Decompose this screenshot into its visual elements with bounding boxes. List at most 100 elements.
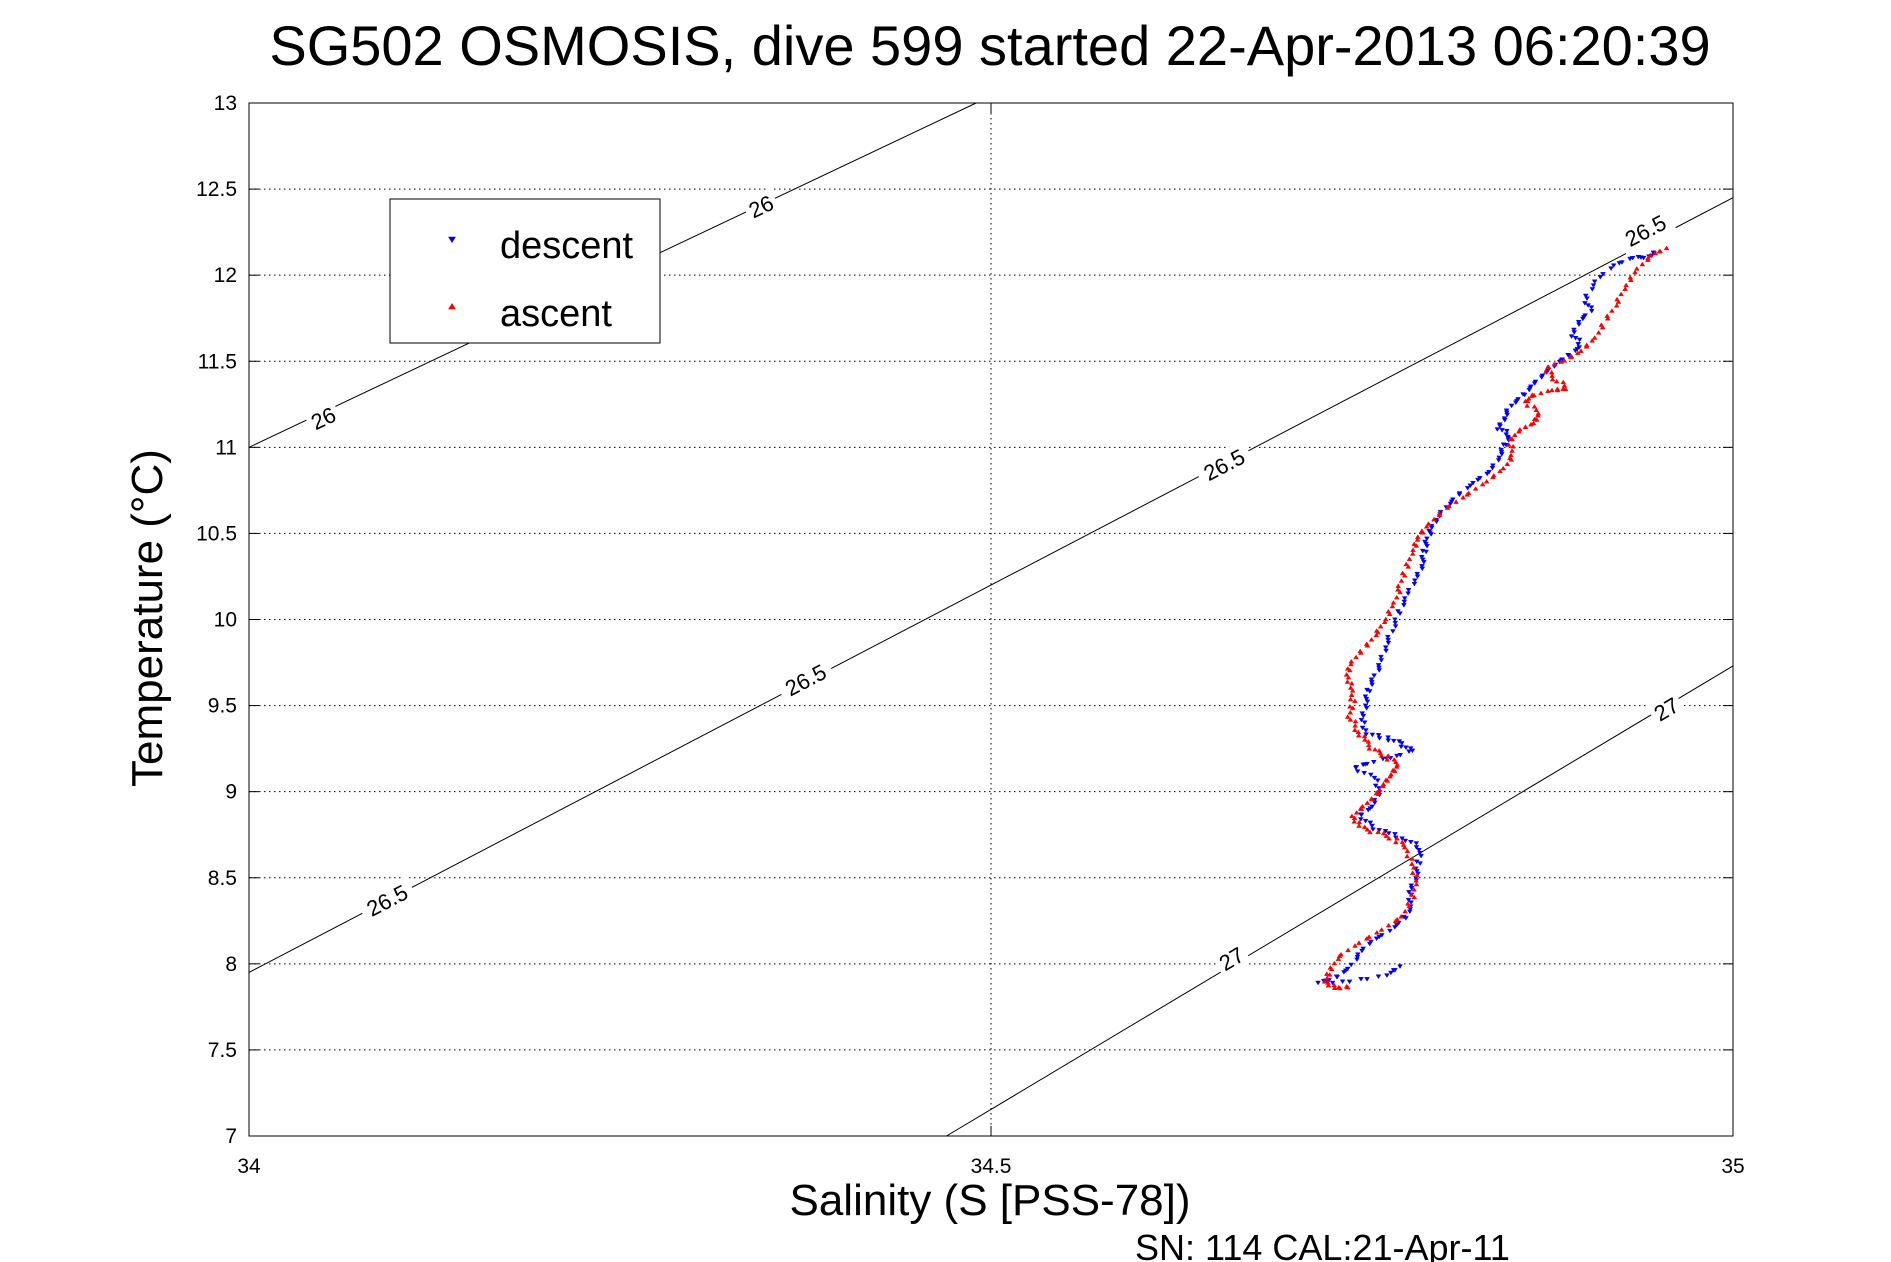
ascent-point bbox=[1524, 403, 1531, 408]
descent-point bbox=[1467, 483, 1474, 489]
descent-point bbox=[1354, 957, 1360, 963]
ascent-point bbox=[1399, 839, 1406, 845]
ascent-point bbox=[1383, 777, 1389, 782]
ascent-point bbox=[1373, 929, 1380, 935]
descent-point bbox=[1408, 883, 1415, 889]
ascent-point bbox=[1347, 703, 1353, 709]
descent-point bbox=[1575, 342, 1582, 347]
ascent-point bbox=[1531, 392, 1537, 398]
ascent-point bbox=[1406, 903, 1413, 909]
ascent-point bbox=[1366, 746, 1373, 751]
ascent-point bbox=[1352, 718, 1359, 724]
ascent-point bbox=[1406, 556, 1413, 561]
ascent-point bbox=[1364, 826, 1371, 832]
descent-point bbox=[1361, 720, 1368, 726]
ascent-point bbox=[1404, 901, 1411, 906]
descent-point bbox=[1387, 928, 1393, 934]
descent-point bbox=[1358, 977, 1364, 982]
descent-point bbox=[1428, 525, 1435, 531]
descent-point bbox=[1484, 471, 1490, 477]
ascent-point bbox=[1373, 632, 1380, 638]
descent-point bbox=[1371, 775, 1378, 781]
ascent-point bbox=[1545, 388, 1551, 393]
ascent-point bbox=[1356, 819, 1363, 825]
descent-point bbox=[1401, 596, 1408, 601]
ascent-point bbox=[1378, 927, 1385, 932]
ascent-point bbox=[1504, 461, 1511, 466]
descent-point bbox=[1385, 738, 1392, 744]
ascent-point bbox=[1404, 848, 1411, 854]
descent-point bbox=[1627, 256, 1633, 262]
descent-point bbox=[1362, 818, 1369, 824]
descent-point bbox=[1416, 847, 1422, 853]
axis-ticks: 7 7.5 8 8.5 9 9.5 10 10.5 11 11.5 12 12.5 13 34 34.5 35 bbox=[196, 92, 1745, 1178]
ascent-point bbox=[1507, 455, 1513, 460]
descent-point bbox=[1411, 578, 1418, 584]
descent-point bbox=[1362, 694, 1369, 700]
descent-point bbox=[1397, 611, 1403, 617]
ascent-point bbox=[1344, 714, 1351, 719]
descent-point bbox=[1572, 348, 1579, 354]
y-tick-label: 11.5 bbox=[198, 350, 237, 373]
ascent-point bbox=[1425, 521, 1432, 526]
descent-point bbox=[1315, 980, 1321, 986]
descent-point bbox=[1358, 717, 1365, 723]
ascent-point bbox=[1431, 516, 1437, 522]
ascent-point bbox=[1549, 373, 1555, 378]
ascent-point bbox=[1614, 296, 1620, 302]
ascent-point bbox=[1613, 302, 1620, 308]
ascent-point bbox=[1327, 965, 1334, 970]
descent-point bbox=[1339, 979, 1346, 985]
legend-marker-ascent bbox=[448, 303, 456, 310]
ascent-point bbox=[1355, 732, 1362, 738]
descent-point bbox=[1423, 536, 1430, 542]
ascent-point bbox=[1552, 361, 1558, 367]
descent-point bbox=[1358, 812, 1365, 818]
ascent-point bbox=[1385, 753, 1391, 758]
ascent-point bbox=[1405, 564, 1412, 569]
ascent-point bbox=[1373, 628, 1380, 633]
ascent-point bbox=[1413, 881, 1420, 887]
descent-point bbox=[1417, 861, 1424, 866]
ascent-point bbox=[1410, 865, 1417, 870]
descent-point bbox=[1384, 634, 1391, 640]
ascent-point bbox=[1402, 908, 1409, 914]
ascent-point bbox=[1497, 468, 1503, 474]
ascent-point bbox=[1419, 528, 1425, 533]
chart-title: SG502 OSMOSIS, dive 599 started 22-Apr-2… bbox=[269, 14, 1710, 77]
descent-point bbox=[1367, 772, 1374, 778]
descent-point bbox=[1424, 544, 1430, 549]
descent-point bbox=[1364, 699, 1371, 705]
ascent-point bbox=[1531, 403, 1538, 409]
ascent-point bbox=[1372, 746, 1378, 752]
ascent-point bbox=[1400, 842, 1407, 847]
ascent-point bbox=[1517, 426, 1523, 432]
descent-point bbox=[1363, 706, 1370, 711]
ascent-point bbox=[1359, 803, 1366, 809]
descent-point bbox=[1361, 771, 1368, 776]
descent-point bbox=[1512, 400, 1519, 406]
ascent-point bbox=[1389, 603, 1396, 609]
ascent-point bbox=[1409, 861, 1415, 866]
ascent-point bbox=[1453, 499, 1459, 504]
descent-point bbox=[1369, 682, 1375, 688]
descent-point bbox=[1363, 697, 1370, 702]
ascent-point bbox=[1538, 390, 1544, 396]
ascent-point bbox=[1385, 608, 1392, 614]
ascent-point bbox=[1347, 709, 1354, 715]
contour-label-knockout bbox=[1645, 689, 1687, 729]
descent-point bbox=[1366, 941, 1373, 947]
descent-point bbox=[1419, 557, 1426, 563]
descent-point bbox=[1498, 452, 1505, 457]
descent-point bbox=[1504, 428, 1510, 434]
y-axis-label: Temperature (°C) bbox=[123, 449, 172, 787]
descent-point bbox=[1538, 375, 1545, 380]
ascent-point bbox=[1344, 679, 1351, 684]
ascent-point bbox=[1352, 943, 1358, 948]
descent-point bbox=[1385, 637, 1391, 643]
ascent-point bbox=[1388, 771, 1394, 777]
ascent-point bbox=[1348, 661, 1354, 667]
descent-point bbox=[1526, 387, 1533, 393]
